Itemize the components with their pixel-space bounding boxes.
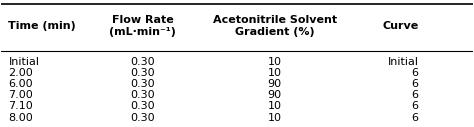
Text: 0.30: 0.30: [130, 113, 155, 123]
Text: 2.00: 2.00: [9, 68, 33, 78]
Text: 7.00: 7.00: [9, 90, 33, 100]
Text: 10: 10: [268, 68, 282, 78]
Text: Curve: Curve: [382, 21, 419, 31]
Text: 6: 6: [411, 79, 419, 89]
Text: 0.30: 0.30: [130, 101, 155, 111]
Text: Acetonitrile Solvent
Gradient (%): Acetonitrile Solvent Gradient (%): [213, 15, 337, 37]
Text: 0.30: 0.30: [130, 79, 155, 89]
Text: 0.30: 0.30: [130, 68, 155, 78]
Text: 6: 6: [411, 101, 419, 111]
Text: 8.00: 8.00: [9, 113, 33, 123]
Text: Time (min): Time (min): [9, 21, 76, 31]
Text: 10: 10: [268, 113, 282, 123]
Text: 0.30: 0.30: [130, 90, 155, 100]
Text: Flow Rate
(mL·min⁻¹): Flow Rate (mL·min⁻¹): [109, 15, 176, 37]
Text: 0.30: 0.30: [130, 57, 155, 67]
Text: Initial: Initial: [9, 57, 39, 67]
Text: 6.00: 6.00: [9, 79, 33, 89]
Text: 6: 6: [411, 113, 419, 123]
Text: 10: 10: [268, 101, 282, 111]
Text: 6: 6: [411, 90, 419, 100]
Text: 6: 6: [411, 68, 419, 78]
Text: 10: 10: [268, 57, 282, 67]
Text: 90: 90: [268, 90, 282, 100]
Text: 90: 90: [268, 79, 282, 89]
Text: 7.10: 7.10: [9, 101, 33, 111]
Text: Initial: Initial: [387, 57, 419, 67]
